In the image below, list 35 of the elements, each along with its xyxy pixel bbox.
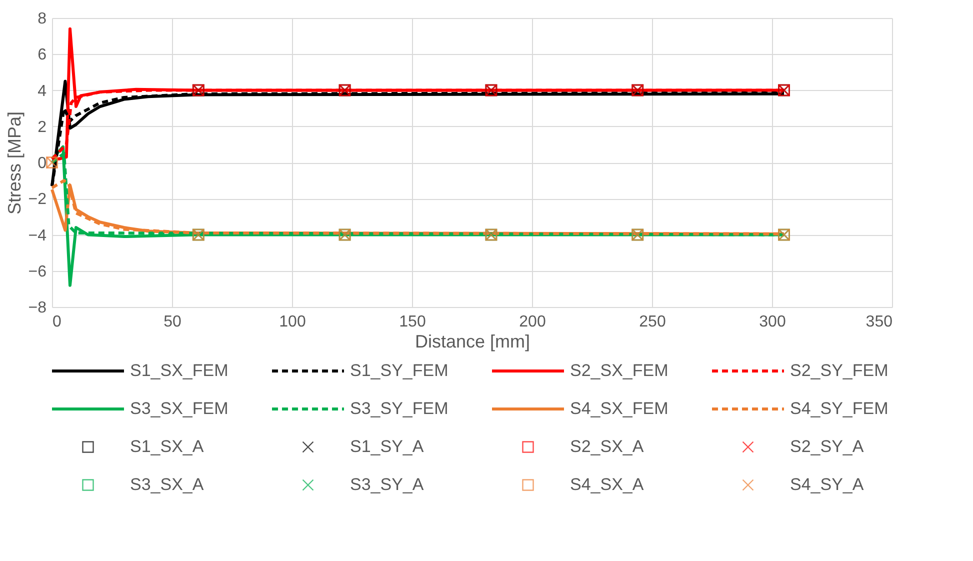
x-tick-label: 350	[866, 314, 893, 330]
legend-label: S3_SX_FEM	[130, 399, 228, 418]
legend-label: S2_SX_A	[570, 437, 644, 456]
legend-label: S3_SX_A	[130, 475, 204, 494]
y-tick-label: −4	[28, 227, 47, 244]
legend-label: S1_SY_A	[350, 437, 424, 456]
y-tick-label: −6	[28, 263, 47, 280]
x-axis-title: Distance [mm]	[414, 332, 530, 352]
legend-label: S4_SX_FEM	[570, 399, 668, 418]
legend-label: S1_SX_FEM	[130, 361, 228, 380]
x-tick-label: 250	[639, 314, 666, 330]
legend-label: S1_SY_FEM	[350, 361, 448, 380]
legend-label: S2_SY_A	[790, 437, 864, 456]
legend-label: S1_SX_A	[130, 437, 204, 456]
x-tick-label: 200	[519, 314, 546, 330]
y-tick-label: 8	[38, 10, 47, 28]
legend-label: S4_SX_A	[570, 475, 644, 494]
x-tick-label: 0	[52, 314, 62, 330]
x-tick-label: 100	[279, 314, 306, 330]
y-tick-label: 0	[38, 155, 47, 172]
legend-label: S4_SY_FEM	[790, 399, 888, 418]
x-tick-label: 50	[164, 314, 182, 330]
y-tick-label: −8	[28, 300, 47, 316]
y-tick-label: 6	[38, 46, 47, 64]
legend-label: S3_SY_A	[350, 475, 424, 494]
legend-label: S2_SY_FEM	[790, 361, 888, 380]
legend-label: S4_SY_A	[790, 475, 864, 494]
y-tick-label: 4	[38, 82, 47, 100]
x-tick-label: 150	[399, 314, 426, 330]
y-tick-label: 2	[38, 118, 47, 136]
y-axis-title: Stress [MPa]	[4, 111, 24, 215]
x-tick-label: 300	[759, 314, 786, 330]
legend-label: S3_SY_FEM	[350, 399, 448, 418]
legend-label: S2_SX_FEM	[570, 361, 668, 380]
y-tick-label: −2	[28, 191, 47, 208]
